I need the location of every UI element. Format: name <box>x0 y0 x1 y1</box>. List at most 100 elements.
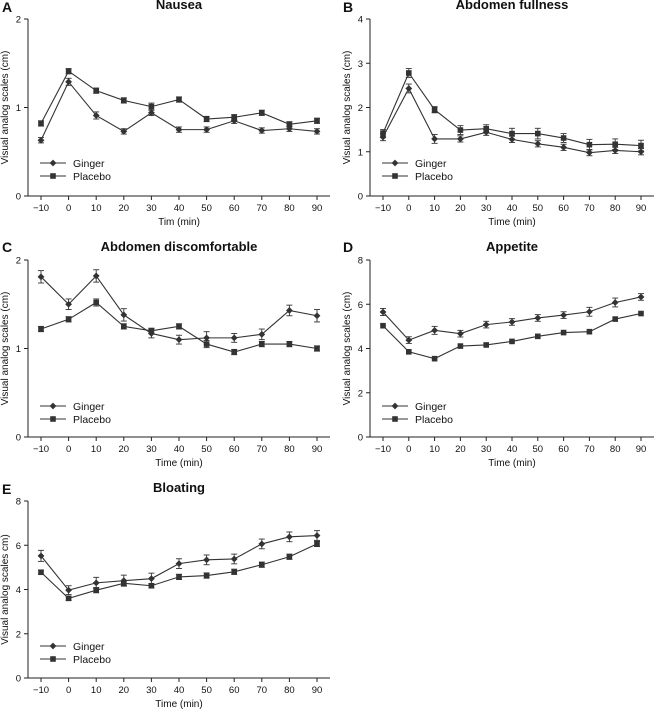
data-point <box>457 127 464 133</box>
data-point <box>637 148 645 156</box>
data-point <box>405 85 413 92</box>
x-tick-label: 20 <box>119 685 130 696</box>
x-tick-label: 30 <box>481 444 492 455</box>
data-point <box>93 87 99 94</box>
data-point <box>65 300 72 308</box>
data-point <box>65 586 72 594</box>
data-point <box>121 97 127 104</box>
legend-label: Placebo <box>415 171 453 183</box>
y-tick-label: 1 <box>16 103 21 114</box>
x-tick-label: 60 <box>229 685 240 696</box>
data-point <box>176 574 182 580</box>
data-point <box>203 126 210 134</box>
data-point <box>286 121 293 128</box>
chart-title: Nausea <box>156 0 203 12</box>
data-point <box>586 328 593 335</box>
data-point <box>560 143 567 151</box>
x-tick-label: −10 <box>33 685 49 696</box>
data-point <box>380 130 386 136</box>
x-tick-label: 70 <box>584 444 595 455</box>
data-point <box>93 299 99 306</box>
x-tick-label: 40 <box>507 444 518 455</box>
legend-marker <box>50 173 56 179</box>
x-tick-label: 80 <box>284 444 295 455</box>
x-tick-label: 20 <box>119 444 130 455</box>
data-point <box>92 579 100 587</box>
data-point <box>176 96 182 103</box>
data-point <box>120 127 128 135</box>
x-tick-label: 90 <box>312 685 323 696</box>
panel-a: A Nausea 0 1 2 −10 0 10 20 30 40 50 60 70 80 90 Tim (min… <box>0 0 330 228</box>
series-line <box>40 275 318 341</box>
legend-label: Placebo <box>73 171 111 183</box>
data-point <box>148 328 155 334</box>
data-point <box>148 109 155 117</box>
data-point <box>231 569 237 575</box>
x-tick-label: −10 <box>33 444 49 455</box>
x-tick-label: 80 <box>284 203 295 214</box>
panel-d: D Appetite 0 2 4 6 8 −10 0 10 20 30 40 50 60 70 80 90 Time… <box>342 239 654 469</box>
data-point <box>258 330 266 338</box>
data-point <box>431 135 438 143</box>
x-axis-label: Tim (min) <box>158 217 200 228</box>
x-tick-label: 0 <box>406 203 411 214</box>
data-point <box>65 68 72 75</box>
series-placebo <box>380 68 644 152</box>
y-axis-label: Visual analog scales (cm) <box>342 292 353 406</box>
y-tick-label: 0 <box>358 192 363 203</box>
data-point <box>380 322 386 329</box>
x-tick-label: 0 <box>66 685 71 696</box>
data-point <box>286 553 293 560</box>
x-tick-label: 10 <box>429 444 440 455</box>
series-line <box>382 87 642 154</box>
data-point <box>611 299 619 306</box>
data-point <box>586 149 593 157</box>
panel-letter: C <box>2 239 12 255</box>
data-point <box>509 130 515 137</box>
y-tick-label: 4 <box>16 585 21 596</box>
data-point <box>93 587 99 593</box>
y-tick-label: 0 <box>16 433 21 444</box>
data-point <box>457 135 464 143</box>
x-tick-label: 60 <box>229 203 240 214</box>
x-tick-label: 90 <box>312 444 323 455</box>
y-tick-label: 4 <box>358 344 363 355</box>
legend-label: Ginger <box>415 401 447 413</box>
series-ginger <box>379 83 645 157</box>
y-axis-label: Visual analog scales (cm) <box>0 51 11 165</box>
y-axis-label: Visual analog scales cm) <box>0 534 11 644</box>
chart-title: Bloating <box>153 480 205 495</box>
x-tick-label: 20 <box>455 444 466 455</box>
x-tick-label: 50 <box>201 444 212 455</box>
series-ginger <box>379 293 645 344</box>
data-point <box>121 580 127 587</box>
x-tick-label: −10 <box>375 203 391 214</box>
y-tick-label: 2 <box>16 15 21 26</box>
panel-letter: B <box>343 0 353 15</box>
legend-marker <box>50 416 56 422</box>
legend-label: Ginger <box>73 158 105 170</box>
chart-title: Abdomen discomfortable <box>101 239 258 254</box>
y-axis-label: Visual analog scales (cm) <box>0 292 11 406</box>
x-tick-label: 40 <box>174 685 185 696</box>
legend-marker <box>49 642 57 650</box>
data-point <box>286 533 293 541</box>
y-axis-label: Visual analog scales (cm) <box>342 51 353 165</box>
x-tick-label: 40 <box>507 203 518 214</box>
data-point <box>65 78 72 86</box>
data-point <box>406 70 412 76</box>
y-tick-label: 8 <box>16 497 21 508</box>
legend-marker <box>391 402 399 410</box>
data-point <box>379 308 387 316</box>
data-point <box>313 312 321 320</box>
y-tick-label: 0 <box>16 192 21 203</box>
x-tick-label: 20 <box>119 203 130 214</box>
data-point <box>65 316 72 323</box>
data-point <box>65 595 72 602</box>
series-placebo <box>38 540 320 602</box>
series-placebo <box>38 298 320 356</box>
x-tick-label: 70 <box>584 203 595 214</box>
x-tick-label: 10 <box>429 203 440 214</box>
